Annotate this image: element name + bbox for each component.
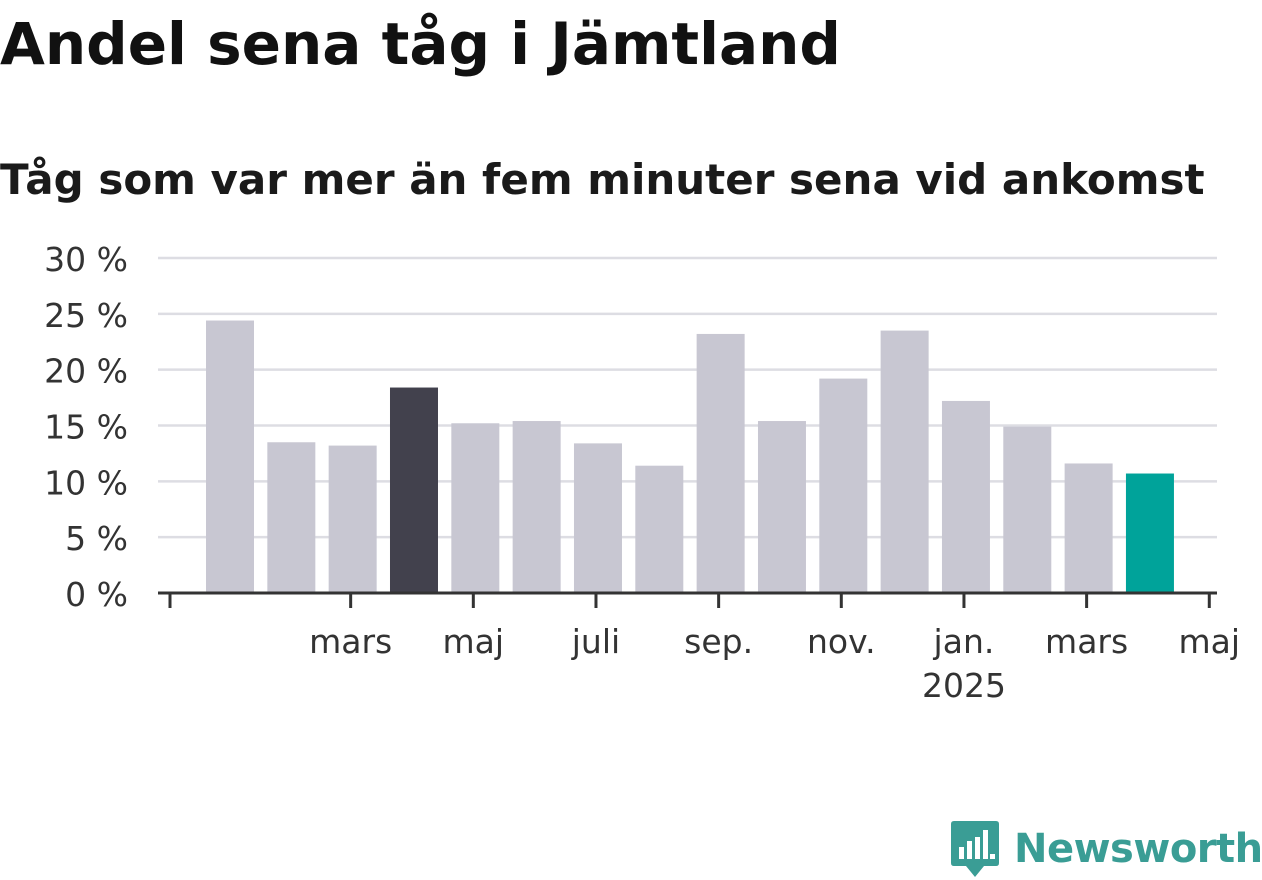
y-tick-label: 25 %	[44, 296, 128, 335]
newsworthy-bar-chart-speech-bubble-icon	[951, 821, 999, 877]
bar	[757, 421, 806, 593]
gridlines	[158, 256, 1217, 539]
logo-text: Newsworthy	[1014, 826, 1262, 872]
x-tick-sublabel: 2025	[922, 666, 1006, 705]
bar	[206, 320, 254, 593]
x-tick-label: jan.	[933, 622, 995, 661]
bar	[880, 330, 929, 593]
x-tick-label: juli	[571, 622, 620, 661]
x-tick-label: sep.	[684, 622, 753, 661]
x-tick-label: maj	[1179, 622, 1241, 661]
x-axis	[158, 591, 1217, 608]
bar	[512, 421, 561, 593]
y-tick-label: 0 %	[65, 575, 128, 614]
x-tick-label: mars	[1045, 622, 1128, 661]
x-tick-label: mars	[309, 622, 392, 661]
y-tick-label: 15 %	[44, 408, 128, 447]
x-tick-label: nov.	[807, 622, 876, 661]
bar	[696, 333, 745, 593]
bar	[941, 400, 990, 593]
chart-subtitle: Tåg som var mer än fem minuter sena vid …	[0, 155, 1205, 204]
x-axis-labels: mars maj juli sep. nov. jan. 2025 mars maj	[309, 622, 1240, 705]
bar	[451, 423, 500, 593]
chart-title: Andel sena tåg i Jämtland	[0, 10, 841, 78]
y-tick-label: 20 %	[44, 352, 128, 391]
bar	[328, 445, 377, 593]
bar	[573, 443, 622, 593]
y-axis-labels: 0 % 5 % 10 % 15 % 20 % 25 % 30 %	[44, 240, 128, 614]
bar	[267, 442, 316, 593]
newsworthy-logo: Newsworthy	[950, 818, 1262, 880]
bar	[1003, 426, 1052, 593]
x-tick-label: maj	[443, 622, 505, 661]
bar	[1125, 473, 1174, 593]
y-tick-label: 5 %	[65, 519, 128, 558]
bar	[1064, 463, 1113, 593]
y-tick-label: 10 %	[44, 463, 128, 502]
bars	[206, 320, 1174, 593]
bar	[389, 387, 438, 593]
y-tick-label: 30 %	[44, 240, 128, 279]
bar	[635, 465, 684, 593]
bar	[819, 378, 868, 593]
